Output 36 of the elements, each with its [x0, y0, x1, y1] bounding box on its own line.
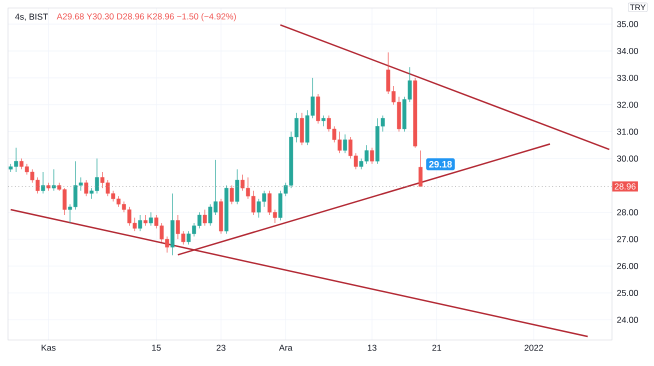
annotation: 29.18	[429, 160, 452, 168]
candlestick	[235, 168, 240, 205]
y-tick-label: 34.00	[617, 48, 638, 54]
candlestick	[138, 214, 142, 232]
candlestick	[144, 214, 148, 226]
candlestick	[322, 115, 326, 127]
x-tick-label: 2022	[524, 344, 543, 351]
y-tick-label: 24.00	[617, 316, 638, 323]
candlestick	[343, 134, 348, 154]
candlestick	[148, 212, 153, 226]
candlestick	[370, 147, 374, 164]
candlestick	[202, 209, 207, 226]
x-tick-label: Ara	[279, 344, 292, 351]
ref-line-label: 28.96	[614, 183, 636, 190]
y-tick-label: 33.00	[617, 74, 638, 81]
candlestick	[52, 168, 56, 192]
x-tick-label: 21	[432, 344, 442, 351]
candlestick	[84, 180, 88, 196]
y-tick-label: 27.00	[617, 236, 638, 242]
text: 4s, BIST	[15, 14, 48, 21]
y-axis-title: TRY	[630, 4, 646, 10]
y-tick-label: 35.00	[617, 21, 638, 28]
candlestick	[41, 172, 46, 194]
y-tick-label: 31.00	[617, 128, 638, 135]
y-tick-label: 28.00	[617, 209, 638, 216]
y-tick-label: 25.00	[617, 290, 638, 296]
y-tick-label: 32.00	[617, 102, 638, 108]
x-tick-label: 23	[216, 344, 226, 351]
x-tick-label: Kas	[42, 344, 56, 351]
candlestick	[230, 185, 234, 205]
candlestick	[418, 150, 423, 187]
text: A29.68 Y30.30 D28.96 K28.96 −1.50 (−4.92%)	[56, 13, 236, 22]
x-tick-label: 13	[368, 344, 376, 351]
y-tick-label: 30.00	[617, 155, 638, 162]
y-tick-label: 26.00	[617, 263, 638, 270]
x-tick-label: 15	[152, 344, 161, 351]
